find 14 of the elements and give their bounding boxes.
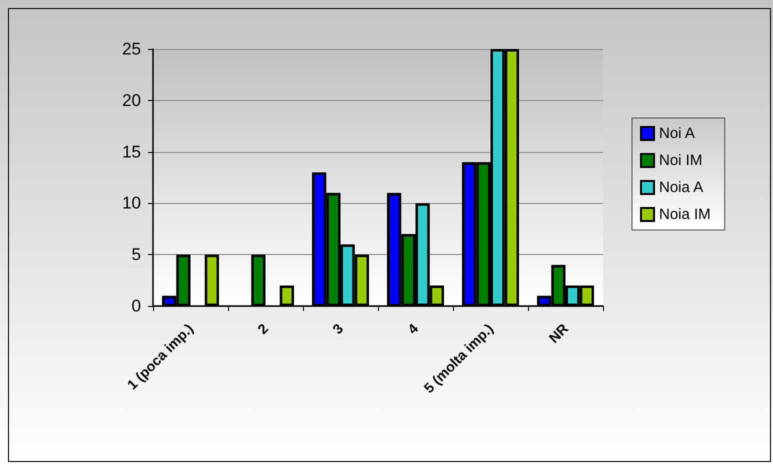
y-tick-label: 5: [132, 245, 141, 264]
legend-label: Noi A: [659, 125, 695, 142]
x-tick-label: NR: [546, 320, 572, 346]
legend-label: Noi IM: [659, 152, 702, 169]
x-tick-label: 2: [254, 320, 272, 338]
legend-label: Noia A: [659, 179, 704, 196]
y-tick-label: 25: [122, 40, 141, 58]
y-tick-label: 15: [122, 142, 141, 162]
y-tick-label: 10: [122, 194, 141, 213]
x-tick-label: 3: [329, 320, 346, 338]
y-tick-label: 20: [122, 90, 141, 110]
x-tick-label: 4: [404, 320, 422, 338]
legend-label: Noia IM: [659, 206, 711, 223]
y-tick-label: 0: [132, 296, 141, 316]
